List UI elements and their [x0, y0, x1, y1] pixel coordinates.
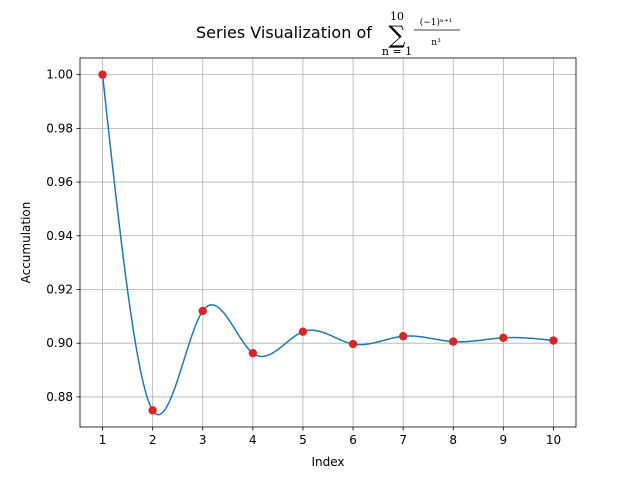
data-point [248, 348, 258, 358]
title-denominator: n³ [431, 38, 441, 48]
plot-area-frame [79, 57, 577, 428]
data-point [148, 406, 157, 415]
data-point [449, 337, 458, 346]
x-tick-label: 10 [546, 433, 561, 447]
ticks: 1 2 3 4 5 6 7 8 9 10 0.88 0.90 0.92 0.94 0.96 0.98 1.00 [46, 68, 561, 447]
title-sum-symbol: ∑ [388, 21, 405, 49]
y-tick-label: 1.00 [46, 68, 73, 82]
x-tick-label: 8 [449, 433, 457, 447]
x-tick-label: 6 [349, 433, 357, 447]
grid [80, 58, 576, 427]
y-tick-label: 0.90 [46, 336, 73, 350]
data-point [398, 332, 408, 341]
y-tick-label: 0.92 [46, 282, 73, 296]
x-tick-label: 9 [500, 433, 508, 447]
x-tick-label: 5 [299, 433, 307, 447]
title-lower-limit: n = 1 [382, 45, 412, 58]
data-point [98, 70, 107, 79]
markers [98, 70, 558, 415]
data-point [298, 327, 308, 336]
x-tick-label: 1 [99, 433, 107, 447]
data-point [499, 333, 508, 343]
x-tick-label: 3 [199, 433, 207, 447]
x-tick-label: 7 [399, 433, 407, 447]
y-tick-label: 0.88 [46, 390, 73, 404]
series-line [101, 74, 554, 416]
y-axis-label: Accumulation [19, 202, 33, 284]
chart-title: Series Visualization of 10 ∑ n = 1 (−1)ⁿ… [196, 10, 460, 58]
data-point [348, 339, 358, 349]
title-numerator: (−1)ⁿ⁺¹ [420, 17, 453, 28]
y-tick-label: 0.96 [46, 175, 73, 189]
x-tick-label: 2 [149, 433, 157, 447]
title-upper-limit: 10 [390, 10, 404, 23]
x-tick-label: 4 [249, 433, 257, 447]
data-point [198, 306, 207, 316]
title-prefix: Series Visualization of [196, 23, 372, 42]
series-line-layer [101, 74, 554, 416]
x-axis-label: Index [311, 455, 344, 469]
y-tick-label: 0.98 [46, 121, 73, 135]
data-point [549, 336, 558, 345]
y-tick-label: 0.94 [46, 229, 73, 243]
